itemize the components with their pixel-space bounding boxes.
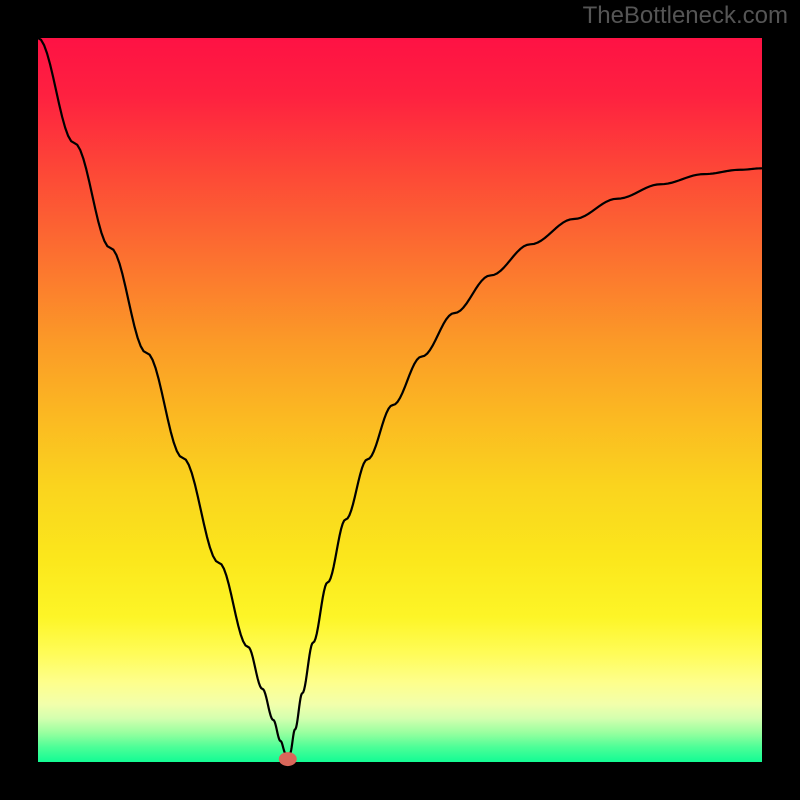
watermark-text: TheBottleneck.com [583,2,788,30]
optimal-point-marker [279,752,297,766]
chart-container: TheBottleneck.com [0,0,800,800]
bottleneck-chart-svg [0,0,800,800]
